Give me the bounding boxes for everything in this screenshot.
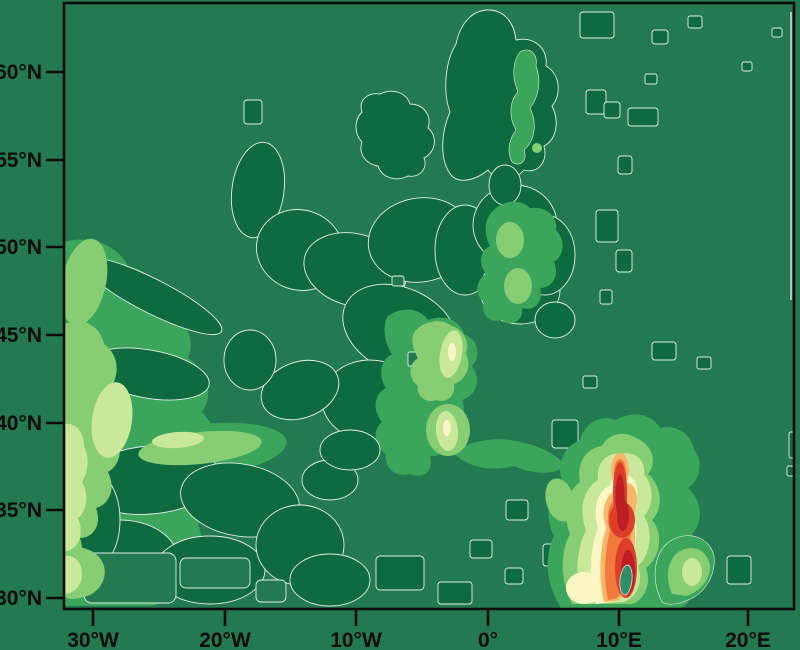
x-tick-label-20e: 20°E [725,629,771,650]
y-axis-ticks [46,70,64,600]
contour-level1-overlays [65,257,419,607]
masked-lake-gap [619,564,633,596]
plot-frame [62,1,796,611]
y-tick-label-60n: 60°N [0,61,42,84]
y-tick-label-40n: 40°N [0,412,42,435]
x-tick-label-0: 0° [478,629,498,650]
y-tick-label-30n: 30°N [0,587,42,610]
x-axis-labels: 30°W 20°W 10°W 0° 10°E 20°E [67,629,771,650]
x-tick-label-10w: 10°W [330,629,382,650]
x-tick-label-10e: 10°E [596,629,642,650]
y-tick-label-55n: 55°N [0,149,42,172]
y-axis-labels: 60°N 55°N 50°N 45°N 40°N 35°N 30°N [0,61,42,610]
contour-warm-plume [600,453,637,602]
y-tick-label-35n: 35°N [0,499,42,522]
contour-field [65,9,793,608]
x-tick-label-20w: 20°W [199,629,251,650]
y-tick-label-45n: 45°N [0,324,42,347]
x-axis-ticks [91,609,750,626]
x-tick-label-30w: 30°W [67,629,119,650]
y-tick-label-50n: 50°N [0,236,42,259]
